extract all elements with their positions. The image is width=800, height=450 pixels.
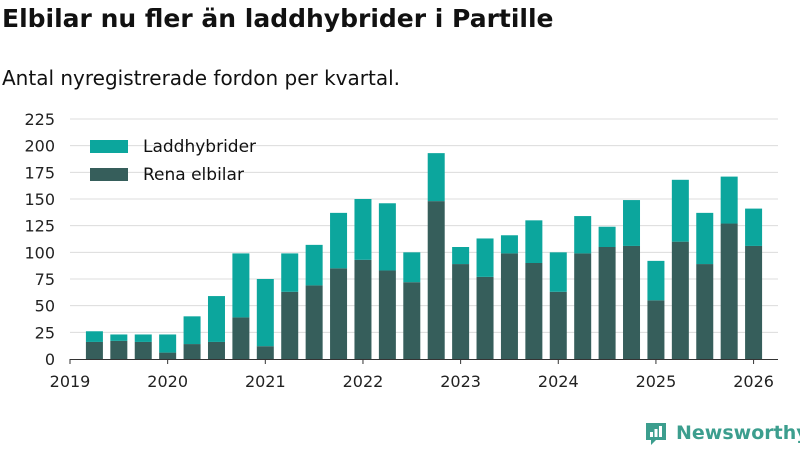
y-tick-label: 0 xyxy=(45,350,55,369)
bar-laddhybrider xyxy=(696,212,714,265)
bar-laddhybrider xyxy=(281,253,299,292)
bar-rena-elbilar xyxy=(745,245,763,359)
bar-rena-elbilar xyxy=(525,263,543,359)
legend-item: Laddhybrider xyxy=(90,137,256,157)
bar-laddhybrider xyxy=(500,235,518,254)
bar-laddhybrider xyxy=(305,244,323,286)
x-tick-label: 2022 xyxy=(343,372,384,391)
legend-label: Laddhybrider xyxy=(143,137,256,157)
y-tick-label: 200 xyxy=(24,137,55,156)
bar-rena-elbilar xyxy=(403,282,421,359)
bar-rena-elbilar xyxy=(354,259,372,359)
bar-rena-elbilar xyxy=(281,291,299,359)
bar-rena-elbilar xyxy=(598,247,616,359)
x-tick-label: 2020 xyxy=(147,372,188,391)
bar-rena-elbilar xyxy=(330,268,348,359)
bar-rena-elbilar xyxy=(427,201,445,359)
bar-laddhybrider xyxy=(745,208,763,246)
y-tick-label: 175 xyxy=(24,163,55,182)
bar-laddhybrider xyxy=(207,296,225,342)
y-tick-label: 25 xyxy=(35,323,55,342)
bar-laddhybrider xyxy=(330,212,348,269)
bar-laddhybrider xyxy=(647,260,665,301)
grid-lines xyxy=(70,118,778,333)
newsworthy-logo-icon xyxy=(646,423,666,445)
newsworthy-logo-text: Newsworthy xyxy=(676,422,800,444)
bar-laddhybrider xyxy=(623,200,641,246)
chart-title: Elbilar nu fler än laddhybrider i Partil… xyxy=(2,4,554,33)
bars xyxy=(85,153,763,359)
axes: 0 25 50 75 100 125 150 175 200 225 2019 2020 2021 202… xyxy=(24,110,778,391)
bar-rena-elbilar xyxy=(256,346,274,359)
bar-rena-elbilar xyxy=(623,245,641,359)
bar-rena-elbilar xyxy=(647,300,665,359)
y-tick-label: 75 xyxy=(35,270,55,289)
bar-rena-elbilar xyxy=(549,291,567,359)
bar-laddhybrider xyxy=(256,279,274,347)
bar-rena-elbilar xyxy=(183,344,201,359)
bar-rena-elbilar xyxy=(207,341,225,359)
y-tick-label: 150 xyxy=(24,190,55,209)
bar-laddhybrider xyxy=(427,153,445,202)
legend-swatch xyxy=(90,140,128,153)
bar-rena-elbilar xyxy=(720,223,738,359)
bar-rena-elbilar xyxy=(134,341,152,359)
y-tick-label: 50 xyxy=(35,297,55,316)
bar-laddhybrider xyxy=(183,316,201,345)
bar-laddhybrider xyxy=(159,334,177,353)
bar-rena-elbilar xyxy=(85,341,103,359)
y-tick-label: 125 xyxy=(24,217,55,236)
bar-laddhybrider xyxy=(85,331,103,342)
bar-laddhybrider xyxy=(354,199,372,260)
bar-laddhybrider xyxy=(549,252,567,292)
bar-laddhybrider xyxy=(476,238,494,277)
bar-rena-elbilar xyxy=(574,253,592,359)
y-tick-label: 225 xyxy=(24,110,55,129)
bar-laddhybrider xyxy=(598,226,616,247)
bar-laddhybrider xyxy=(134,334,152,342)
legend-label: Rena elbilar xyxy=(143,165,244,185)
y-tick-label: 100 xyxy=(24,243,55,262)
bar-laddhybrider xyxy=(403,252,421,283)
x-tick-label: 2023 xyxy=(440,372,481,391)
bar-laddhybrider xyxy=(232,253,250,318)
bar-laddhybrider xyxy=(671,179,689,242)
legend-swatch xyxy=(90,168,128,181)
legend-item: Rena elbilar xyxy=(90,165,244,185)
x-tick-label: 2021 xyxy=(245,372,286,391)
x-tick-label: 2019 xyxy=(50,372,91,391)
bar-laddhybrider xyxy=(574,216,592,254)
chart-subtitle: Antal nyregistrerade fordon per kvartal. xyxy=(2,66,401,90)
legend: Laddhybrider Rena elbilar xyxy=(90,137,256,185)
stacked-bar-chart: 0 25 50 75 100 125 150 175 200 225 2019 2020 2021 202… xyxy=(24,110,778,391)
bar-laddhybrider xyxy=(525,220,543,263)
bar-laddhybrider xyxy=(110,334,128,341)
newsworthy-logo: Newsworthy xyxy=(643,420,800,446)
bar-rena-elbilar xyxy=(452,264,470,359)
x-tick-label: 2025 xyxy=(636,372,677,391)
bar-rena-elbilar xyxy=(671,241,689,359)
bar-rena-elbilar xyxy=(476,276,494,359)
bar-rena-elbilar xyxy=(110,340,128,359)
x-tick-label: 2026 xyxy=(733,372,774,391)
bar-laddhybrider xyxy=(720,176,738,224)
bar-rena-elbilar xyxy=(305,285,323,359)
bar-rena-elbilar xyxy=(696,264,714,359)
bar-rena-elbilar xyxy=(159,352,177,359)
bar-rena-elbilar xyxy=(378,270,396,359)
bar-rena-elbilar xyxy=(232,317,250,359)
x-tick-label: 2024 xyxy=(538,372,579,391)
bar-laddhybrider xyxy=(452,247,470,265)
bar-rena-elbilar xyxy=(500,253,518,359)
bar-laddhybrider xyxy=(378,203,396,271)
